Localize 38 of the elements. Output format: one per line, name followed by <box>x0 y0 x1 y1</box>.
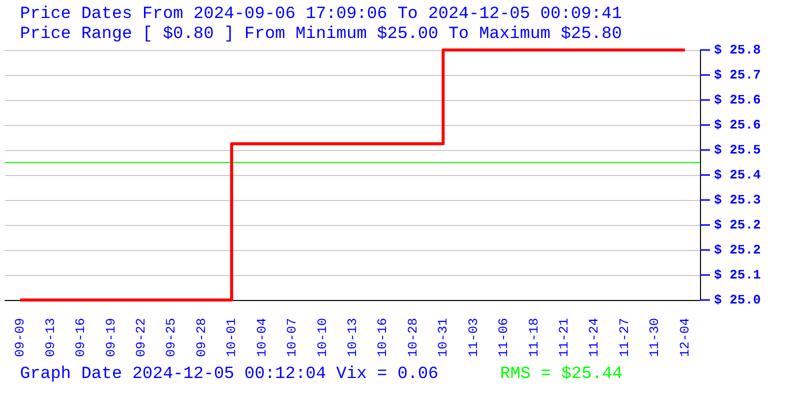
x-tick-label: 10-31 <box>436 318 451 358</box>
x-tick-label: 09-09 <box>12 318 28 358</box>
y-tick-label: $ 25.4 <box>714 168 762 182</box>
x-tick-label: 11-06 <box>496 318 512 358</box>
x-tick-label: 11-18 <box>526 318 542 358</box>
y-tick-label: $ 25.6 <box>714 92 762 108</box>
y-tick-label: $ 25.0 <box>714 292 762 308</box>
y-tick-label: $ 25.7 <box>714 68 761 82</box>
x-tick-label: 09-25 <box>164 318 179 358</box>
chart-title: Price Dates From 2024-09-06 17:09:06 To 2024-12-05 00:09:41 <box>20 5 622 24</box>
x-tick-label: 10-28 <box>405 318 420 358</box>
y-tick-label: $ 25.2 <box>714 218 762 232</box>
x-tick-label: 10-16 <box>375 318 390 358</box>
x-tick-label: 10-10 <box>314 318 330 358</box>
y-tick-label: $ 25.5 <box>714 142 762 158</box>
text: Graph Date 2024-12-05 00:12:04 Vix = 0.06 <box>20 365 438 384</box>
chart-subtitle: Price Range [ $0.80 ] From Minimum $25.00 To Maximum $25.80 <box>20 25 622 44</box>
y-tick-label: $ 25.6 <box>714 118 762 132</box>
x-tick-label: 10-13 <box>345 318 360 358</box>
x-tick-label: 11-30 <box>647 318 662 358</box>
x-tick-label: 09-13 <box>42 318 58 358</box>
x-tick-label: 12-04 <box>677 318 692 358</box>
x-tick-label: 09-19 <box>103 318 118 358</box>
y-tick-label: $ 25.2 <box>714 242 762 258</box>
x-tick-label: 09-28 <box>194 318 209 358</box>
x-tick-label: 09-22 <box>133 318 148 358</box>
x-tick-label: 11-21 <box>556 318 572 358</box>
x-tick-label: 10-04 <box>254 318 270 358</box>
x-tick-label: 10-01 <box>224 318 240 358</box>
y-tick-label: $ 25.3 <box>714 192 762 208</box>
y-tick-label: $ 25.8 <box>714 42 762 58</box>
x-tick-label: 11-24 <box>586 318 602 358</box>
x-tick-label: 11-27 <box>616 318 632 358</box>
y-tick-label: $ 25.1 <box>714 268 762 282</box>
x-tick-label: 11-03 <box>466 318 481 358</box>
ref-line-label: RMS = $25.44 <box>500 365 622 384</box>
x-tick-label: 10-07 <box>284 318 300 358</box>
x-tick-label: 09-16 <box>73 318 88 358</box>
